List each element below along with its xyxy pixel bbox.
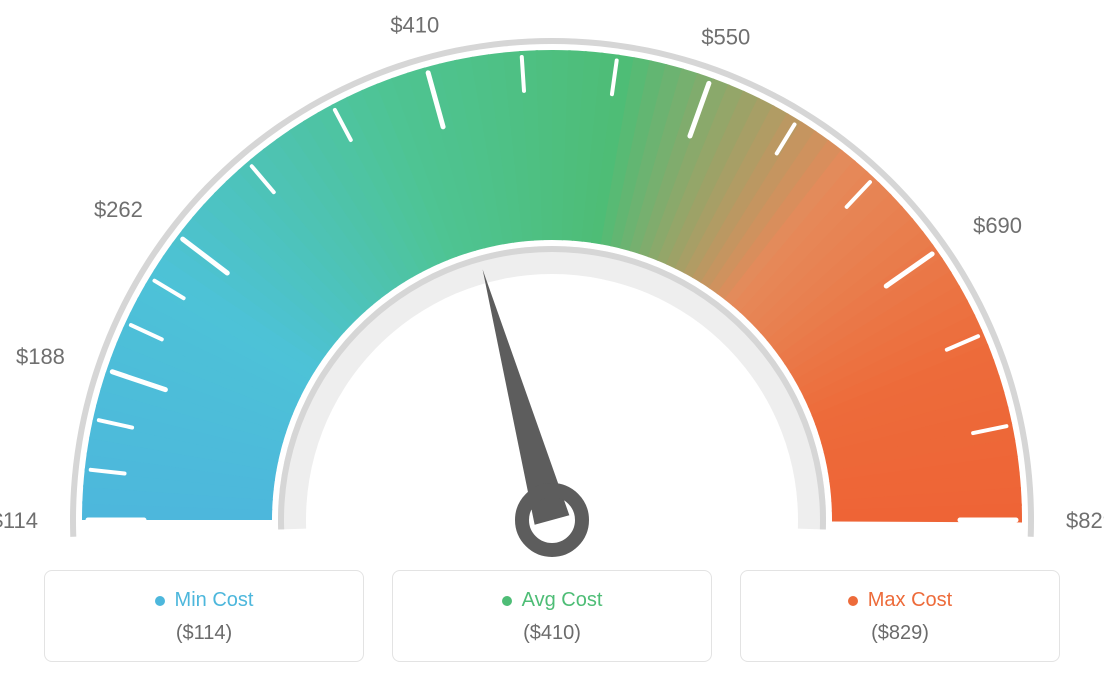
tick-label: $829: [1066, 508, 1104, 533]
legend-title-max: Max Cost: [848, 589, 952, 612]
tick-label: $690: [973, 213, 1022, 238]
legend-title-avg: Avg Cost: [502, 589, 603, 612]
legend-value: ($114): [55, 622, 353, 645]
legend-label: Avg Cost: [522, 589, 603, 612]
dot-icon: [502, 596, 512, 606]
legend-value: ($410): [403, 622, 701, 645]
gauge-svg: $114 $188 $262 $410 $550 $690 $829: [0, 0, 1104, 560]
legend-value: ($829): [751, 622, 1049, 645]
tick-label: $410: [390, 13, 439, 38]
tick-label: $550: [701, 24, 750, 49]
tick-label: $262: [94, 197, 143, 222]
dot-icon: [155, 596, 165, 606]
legend-label: Max Cost: [868, 589, 952, 612]
legend-row: Min Cost ($114) Avg Cost ($410) Max Cost…: [0, 570, 1104, 662]
legend-card-max: Max Cost ($829): [740, 570, 1060, 662]
legend-card-min: Min Cost ($114): [44, 570, 364, 662]
legend-label: Min Cost: [175, 589, 254, 612]
cost-gauge: $114 $188 $262 $410 $550 $690 $829: [0, 0, 1104, 560]
legend-title-min: Min Cost: [155, 589, 254, 612]
tick-label: $114: [0, 508, 38, 533]
gauge-band: [82, 50, 1022, 522]
dot-icon: [848, 596, 858, 606]
legend-card-avg: Avg Cost ($410): [392, 570, 712, 662]
tick-label: $188: [16, 344, 65, 369]
